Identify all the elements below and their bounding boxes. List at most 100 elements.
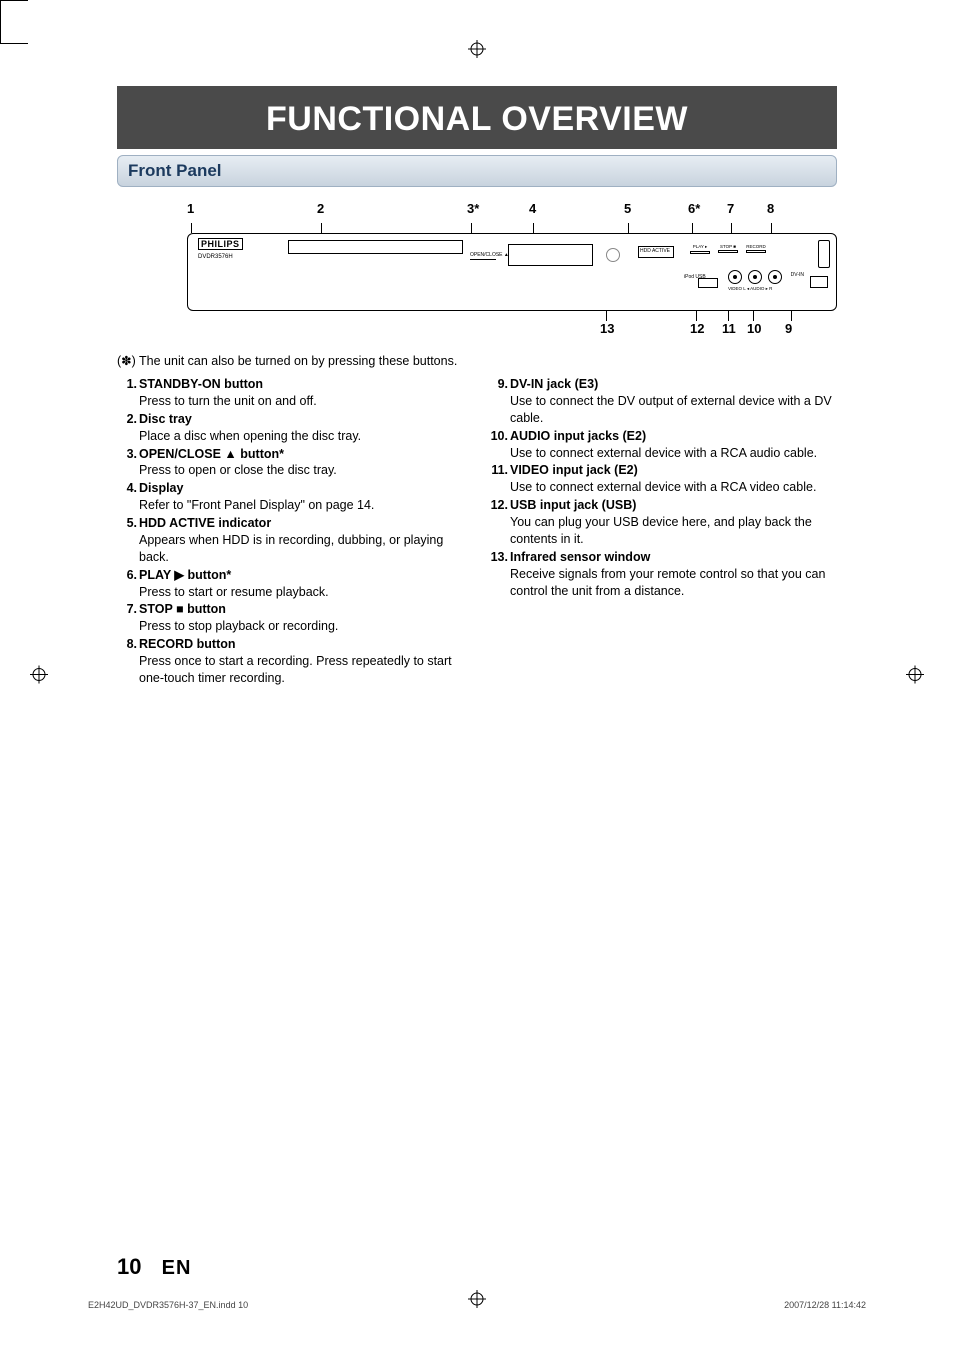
item-number: 6. <box>117 567 139 601</box>
callout-tick <box>731 223 732 233</box>
list-item: 11.VIDEO input jack (E2)Use to connect e… <box>488 462 837 496</box>
item-number: 7. <box>117 601 139 635</box>
list-item: 12.USB input jack (USB)You can plug your… <box>488 497 837 548</box>
item-text: DV-IN jack (E3)Use to connect the DV out… <box>510 376 837 427</box>
item-heading: Disc tray <box>139 411 466 428</box>
list-item: 8.RECORD buttonPress once to start a rec… <box>117 636 466 687</box>
item-number: 10. <box>488 428 510 462</box>
callout-number: 13 <box>600 321 614 336</box>
model-label: DVDR3576H <box>198 254 233 260</box>
item-number: 5. <box>117 515 139 566</box>
item-text: DisplayRefer to "Front Panel Display" on… <box>139 480 466 514</box>
open-close-label: OPEN/CLOSE ▲ <box>470 252 509 258</box>
page-content: FUNCTIONAL OVERVIEW Front Panel 123*456*… <box>117 60 837 688</box>
item-heading: STOP ■ button <box>139 601 466 618</box>
item-text: STOP ■ buttonPress to stop playback or r… <box>139 601 466 635</box>
callout-number: 8 <box>767 201 774 216</box>
item-heading: Infrared sensor window <box>510 549 837 566</box>
item-text: AUDIO input jacks (E2)Use to connect ext… <box>510 428 837 462</box>
callout-number: 1 <box>187 201 194 216</box>
audio-r-jack <box>768 270 782 284</box>
jack-labels: VIDEO L ◂ AUDIO ▸ R <box>728 286 772 292</box>
footer-timestamp: 2007/12/28 11:14:42 <box>784 1300 866 1310</box>
callout-number: 7 <box>727 201 734 216</box>
item-description: Use to connect external device with a RC… <box>510 445 837 462</box>
list-item: 13.Infrared sensor windowReceive signals… <box>488 549 837 600</box>
list-item: 4.DisplayRefer to "Front Panel Display" … <box>117 480 466 514</box>
callout-tick <box>771 223 772 233</box>
list-item: 3.OPEN/CLOSE ▲ button*Press to open or c… <box>117 446 466 480</box>
item-heading: STANDBY-ON button <box>139 376 466 393</box>
av-jacks <box>728 270 782 284</box>
transport-button: STOP ■ <box>718 244 738 254</box>
item-number: 4. <box>117 480 139 514</box>
item-text: PLAY ▶ button*Press to start or resume p… <box>139 567 466 601</box>
front-panel-diagram: 123*456*78 PHILIPS DVDR3576H OPEN/CLOSE … <box>187 201 837 343</box>
item-heading: HDD ACTIVE indicator <box>139 515 466 532</box>
callout-numbers-top: 123*456*78 <box>187 201 837 223</box>
dv-jack <box>810 276 828 288</box>
device-outline: PHILIPS DVDR3576H OPEN/CLOSE ▲ HDD ACTIV… <box>187 233 837 311</box>
item-description: Press to stop playback or recording. <box>139 618 466 635</box>
callout-number: 11 <box>722 321 736 336</box>
item-number: 1. <box>117 376 139 410</box>
power-button <box>818 240 830 268</box>
crop-mark <box>0 22 28 44</box>
footer: E2H42UD_DVDR3576H-37_EN.indd 10 2007/12/… <box>88 1300 866 1310</box>
item-heading: OPEN/CLOSE ▲ button* <box>139 446 466 463</box>
item-number: 3. <box>117 446 139 480</box>
item-description: Refer to "Front Panel Display" on page 1… <box>139 497 466 514</box>
list-item: 1.STANDBY-ON buttonPress to turn the uni… <box>117 376 466 410</box>
callout-number: 2 <box>317 201 324 216</box>
registration-mark <box>906 665 924 686</box>
callout-tick <box>606 311 607 321</box>
callout-number: 6* <box>688 201 700 216</box>
item-text: VIDEO input jack (E2)Use to connect exte… <box>510 462 837 496</box>
item-description: Press once to start a recording. Press r… <box>139 653 466 687</box>
item-number: 12. <box>488 497 510 548</box>
crop-mark <box>0 0 28 22</box>
item-description: Place a disc when opening the disc tray. <box>139 428 466 445</box>
callout-number: 5 <box>624 201 631 216</box>
item-number: 8. <box>117 636 139 687</box>
list-item: 9.DV-IN jack (E3)Use to connect the DV o… <box>488 376 837 427</box>
callout-tick <box>696 311 697 321</box>
item-heading: Display <box>139 480 466 497</box>
item-text: RECORD buttonPress once to start a recor… <box>139 636 466 687</box>
page-lang: EN <box>162 1257 192 1279</box>
callout-number: 12 <box>690 321 704 336</box>
dv-label: DV-IN <box>791 272 804 278</box>
brand-label: PHILIPS <box>198 238 243 250</box>
item-heading: USB input jack (USB) <box>510 497 837 514</box>
section-heading: Front Panel <box>117 155 837 187</box>
left-column: 1.STANDBY-ON buttonPress to turn the uni… <box>117 376 466 688</box>
ir-sensor <box>606 248 620 262</box>
callout-tick <box>471 223 472 233</box>
page-title: FUNCTIONAL OVERVIEW <box>117 86 837 149</box>
list-item: 10.AUDIO input jacks (E2)Use to connect … <box>488 428 837 462</box>
asterisk-note: (✽) The unit can also be turned on by pr… <box>117 353 837 368</box>
item-description: Press to open or close the disc tray. <box>139 462 466 479</box>
callout-tick <box>191 223 192 233</box>
item-number: 13. <box>488 549 510 600</box>
item-text: Infrared sensor windowReceive signals fr… <box>510 549 837 600</box>
callout-tick <box>728 311 729 321</box>
item-description: Receive signals from your remote control… <box>510 566 837 600</box>
page-number: 10 EN <box>117 1254 191 1280</box>
item-heading: VIDEO input jack (E2) <box>510 462 837 479</box>
callout-tick <box>753 311 754 321</box>
callout-tick <box>692 223 693 233</box>
item-description: Use to connect the DV output of external… <box>510 393 837 427</box>
callout-tick <box>321 223 322 233</box>
right-column: 9.DV-IN jack (E3)Use to connect the DV o… <box>488 376 837 688</box>
display-window <box>508 244 593 266</box>
item-heading: RECORD button <box>139 636 466 653</box>
list-item: 2.Disc trayPlace a disc when opening the… <box>117 411 466 445</box>
item-number: 9. <box>488 376 510 427</box>
list-item: 6.PLAY ▶ button*Press to start or resume… <box>117 567 466 601</box>
callout-tick <box>628 223 629 233</box>
item-heading: DV-IN jack (E3) <box>510 376 837 393</box>
callout-numbers-bottom: 131211109 <box>187 321 837 343</box>
callout-number: 9 <box>785 321 792 336</box>
callout-number: 4 <box>529 201 536 216</box>
